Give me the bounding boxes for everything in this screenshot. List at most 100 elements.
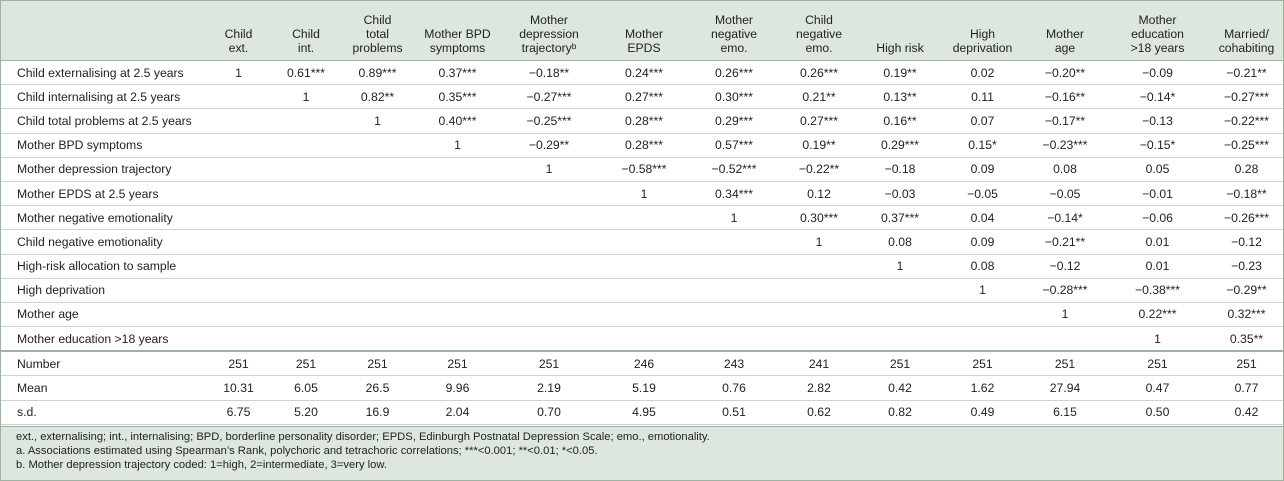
- table-cell: −0.06: [1105, 205, 1210, 231]
- empty-cell: [205, 278, 272, 303]
- table-cell: 0.21**: [778, 84, 860, 110]
- table-cell: −0.13: [1105, 108, 1210, 134]
- table-cell: −0.12: [1210, 229, 1283, 255]
- column-header: Mother age: [1025, 1, 1105, 61]
- empty-cell: [690, 326, 778, 352]
- empty-cell: [415, 157, 500, 182]
- footnote: ext., externalising; int., internalising…: [16, 431, 710, 443]
- table-cell: 0.01: [1105, 254, 1210, 279]
- table-cell: −0.25***: [1210, 133, 1283, 158]
- table-cell: 0.19**: [860, 60, 940, 86]
- empty-cell: [340, 326, 415, 352]
- table-cell: 251: [940, 350, 1025, 377]
- table-cell: −0.22**: [778, 157, 860, 182]
- table-cell: 6.75: [205, 400, 272, 425]
- row-label: Child total problems at 2.5 years: [1, 108, 205, 134]
- column-header: Mother education >18 years: [1105, 1, 1210, 61]
- table-cell: 0.02: [940, 60, 1025, 86]
- table-cell: 251: [1210, 350, 1283, 377]
- table-cell: −0.27***: [500, 84, 598, 110]
- table-cell: 251: [205, 350, 272, 377]
- correlation-table: Child ext. Child int. Child total problems…: [1, 1, 1283, 425]
- summary-row: Number 251 251 251 251 251 246 243 241 251 251 251 2…: [1, 350, 1283, 377]
- empty-cell: [778, 254, 860, 279]
- table-cell: −0.23***: [1025, 133, 1105, 158]
- empty-cell: [500, 302, 598, 328]
- table-cell: 251: [860, 350, 940, 377]
- table-cell: 9.96: [415, 375, 500, 401]
- empty-cell: [415, 205, 500, 231]
- table-cell: 2.82: [778, 375, 860, 401]
- table-cell: 0.51: [690, 400, 778, 425]
- table-cell: 0.76: [690, 375, 778, 401]
- table-cell: 0.27***: [778, 108, 860, 134]
- empty-cell: [860, 278, 940, 303]
- table-cell: 251: [1105, 350, 1210, 377]
- row-label: Child internalising at 2.5 years: [1, 84, 205, 110]
- table-cell: 251: [340, 350, 415, 377]
- table-cell: 2.04: [415, 400, 500, 425]
- empty-cell: [272, 181, 340, 207]
- table-cell: 0.30***: [690, 84, 778, 110]
- table-cell: 1.62: [940, 375, 1025, 401]
- table-row: Child negative emotionality 1 0.08 0.09 −0.2…: [1, 229, 1283, 255]
- table-cell: 1: [340, 108, 415, 134]
- empty-cell: [272, 302, 340, 328]
- table-cell: 251: [272, 350, 340, 377]
- empty-cell: [272, 133, 340, 158]
- table-cell: 0.28: [1210, 157, 1283, 182]
- empty-cell: [205, 133, 272, 158]
- table-cell: −0.21**: [1025, 229, 1105, 255]
- table-cell: 0.70: [500, 400, 598, 425]
- empty-cell: [340, 302, 415, 328]
- row-label: s.d.: [1, 400, 205, 425]
- table-cell: 0.89***: [340, 60, 415, 86]
- table-cell: −0.15*: [1105, 133, 1210, 158]
- empty-cell: [340, 133, 415, 158]
- table-cell: 0.82: [860, 400, 940, 425]
- column-header: High risk: [860, 1, 940, 61]
- table-cell: 251: [415, 350, 500, 377]
- table-row: Mother negative emotionality 1 0.30*** 0.37…: [1, 205, 1283, 231]
- table-cell: 0.82**: [340, 84, 415, 110]
- table-cell: 0.01: [1105, 229, 1210, 255]
- column-header: Married/ cohabiting: [1210, 1, 1283, 61]
- empty-cell: [205, 84, 272, 110]
- table-cell: −0.18**: [1210, 181, 1283, 207]
- row-label: Mother negative emotionality: [1, 205, 205, 231]
- table-cell: 26.5: [340, 375, 415, 401]
- table-cell: −0.38***: [1105, 278, 1210, 303]
- table-row: Mother EPDS at 2.5 years 1 0.34*** 0.12 −0.0…: [1, 181, 1283, 207]
- table-cell: 0.27***: [598, 84, 690, 110]
- table-cell: 0.08: [1025, 157, 1105, 182]
- column-header: Mother EPDS: [598, 1, 690, 61]
- table-cell: 0.09: [940, 229, 1025, 255]
- row-label: Mother age: [1, 302, 205, 328]
- empty-cell: [415, 326, 500, 352]
- column-header: Mother depression trajectoryᵇ: [500, 1, 598, 61]
- table-cell: −0.05: [1025, 181, 1105, 207]
- empty-cell: [340, 278, 415, 303]
- table-cell: −0.21**: [1210, 60, 1283, 86]
- table-cell: −0.23: [1210, 254, 1283, 279]
- table-cell: 0.30***: [778, 205, 860, 231]
- empty-cell: [340, 157, 415, 182]
- table-row: Child externalising at 2.5 years 1 0.61***…: [1, 60, 1283, 86]
- column-header: Child int.: [272, 1, 340, 61]
- row-label: Child negative emotionality: [1, 229, 205, 255]
- table-row: High deprivation 1 −0.28*** −0.38*** −0.29**: [1, 278, 1283, 303]
- table-cell: 1: [1025, 302, 1105, 328]
- empty-cell: [860, 326, 940, 352]
- column-header: Mother BPD symptoms: [415, 1, 500, 61]
- table-cell: −0.12: [1025, 254, 1105, 279]
- table-cell: 0.28***: [598, 108, 690, 134]
- empty-cell: [500, 205, 598, 231]
- empty-cell: [415, 278, 500, 303]
- summary-row: Mean 10.31 6.05 26.5 9.96 2.19 5.19 0.76 2.82 0.4…: [1, 375, 1283, 401]
- table-header: Child ext. Child int. Child total problems…: [1, 1, 1283, 61]
- empty-cell: [272, 254, 340, 279]
- empty-cell: [500, 229, 598, 255]
- empty-cell: [500, 326, 598, 352]
- empty-cell: [205, 108, 272, 134]
- table-cell: 0.49: [940, 400, 1025, 425]
